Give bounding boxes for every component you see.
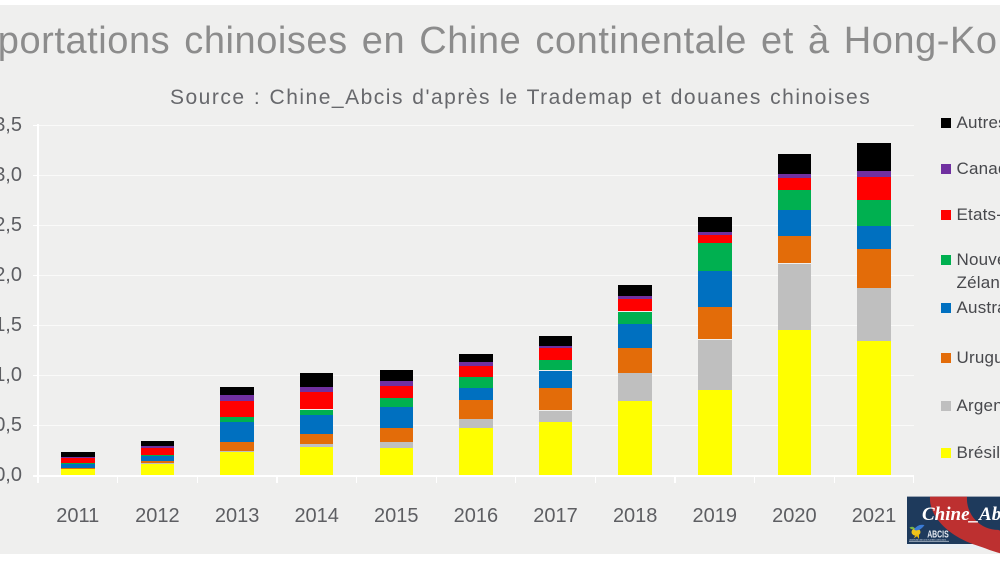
svg-text:ABCIS: ABCIS [927,529,949,540]
svg-text:OBSERVATOIRE DES FILIERES CHIN: OBSERVATOIRE DES FILIERES CHINOISES [909,538,947,541]
svg-text:Chine_Ab: Chine_Ab [922,504,1000,525]
